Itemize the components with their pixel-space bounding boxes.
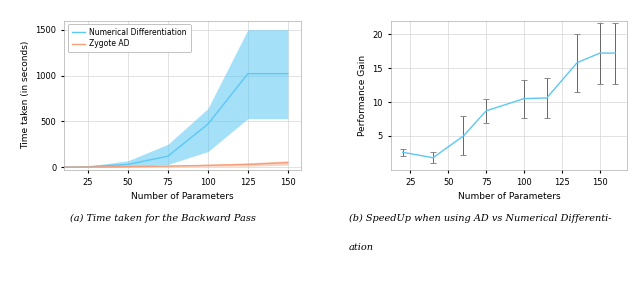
Text: (b) SpeedUp when using AD vs Numerical Differenti-: (b) SpeedUp when using AD vs Numerical D…: [349, 214, 611, 223]
Numerical Differentiation: [244, 72, 252, 75]
Numerical Differentiation: [84, 165, 92, 168]
X-axis label: Number of Parameters: Number of Parameters: [458, 192, 560, 201]
Y-axis label: Time taken (in seconds): Time taken (in seconds): [21, 41, 30, 149]
Zygote AD: [124, 165, 132, 168]
Zygote AD: [60, 166, 68, 169]
Numerical Differentiation: [60, 165, 68, 169]
Numerical Differentiation: [204, 122, 212, 126]
Text: ation: ation: [349, 243, 374, 252]
Numerical Differentiation: [164, 154, 172, 158]
Line: Numerical Differentiation: Numerical Differentiation: [64, 74, 288, 167]
Zygote AD: [164, 164, 172, 168]
X-axis label: Number of Parameters: Number of Parameters: [131, 192, 234, 201]
Y-axis label: Performance Gain: Performance Gain: [358, 55, 367, 136]
Text: (a) Time taken for the Backward Pass: (a) Time taken for the Backward Pass: [70, 214, 256, 223]
Line: Zygote AD: Zygote AD: [64, 163, 288, 167]
Numerical Differentiation: [284, 72, 292, 75]
Zygote AD: [84, 165, 92, 169]
Zygote AD: [244, 163, 252, 166]
Zygote AD: [204, 163, 212, 167]
Legend: Numerical Differentiation, Zygote AD: Numerical Differentiation, Zygote AD: [68, 24, 191, 52]
Zygote AD: [284, 161, 292, 164]
Numerical Differentiation: [124, 163, 132, 166]
